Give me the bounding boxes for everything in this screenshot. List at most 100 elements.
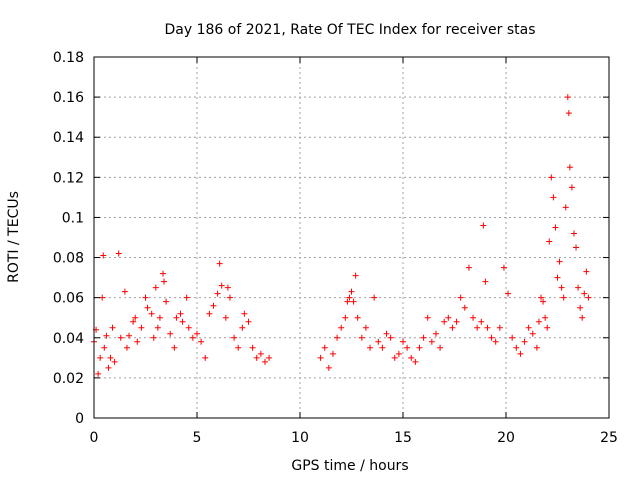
data-point xyxy=(95,370,102,377)
data-point xyxy=(474,324,481,331)
data-point xyxy=(134,338,141,345)
data-point xyxy=(214,290,221,297)
x-tick-label: 5 xyxy=(193,430,202,446)
data-point xyxy=(562,204,569,211)
data-point xyxy=(111,358,118,365)
data-point xyxy=(509,334,516,341)
data-point xyxy=(542,314,549,321)
data-point xyxy=(103,332,110,339)
data-point xyxy=(100,252,107,259)
data-point xyxy=(245,318,252,325)
data-point xyxy=(338,324,345,331)
data-point xyxy=(156,314,163,321)
data-point xyxy=(317,354,324,361)
data-point xyxy=(348,288,355,295)
data-point xyxy=(478,318,485,325)
x-tick-label: 0 xyxy=(90,430,99,446)
data-point xyxy=(387,334,394,341)
data-point xyxy=(420,334,427,341)
data-point xyxy=(533,344,540,351)
data-point xyxy=(350,298,357,305)
data-point xyxy=(375,338,382,345)
data-point xyxy=(565,110,572,117)
data-point xyxy=(167,330,174,337)
x-tick-label: 25 xyxy=(600,430,618,446)
data-point xyxy=(540,298,547,305)
data-point xyxy=(552,224,559,231)
y-tick-label: 0.12 xyxy=(53,170,84,186)
data-point xyxy=(138,324,145,331)
data-point xyxy=(105,364,112,371)
data-point xyxy=(513,344,520,351)
data-point xyxy=(505,290,512,297)
data-point xyxy=(570,230,577,237)
data-point xyxy=(115,250,122,257)
data-point xyxy=(171,344,178,351)
data-point xyxy=(521,338,528,345)
data-point xyxy=(465,264,472,271)
data-point xyxy=(546,238,553,245)
data-point xyxy=(148,310,155,317)
data-point xyxy=(432,330,439,337)
data-point xyxy=(239,324,246,331)
data-point xyxy=(241,310,248,317)
data-point xyxy=(97,354,104,361)
data-point xyxy=(566,164,573,171)
data-point xyxy=(577,304,584,311)
data-point xyxy=(334,334,341,341)
data-point xyxy=(391,354,398,361)
data-point xyxy=(235,344,242,351)
data-point xyxy=(179,318,186,325)
y-axis-label: ROTI / TECUs xyxy=(6,191,22,283)
data-point xyxy=(126,332,133,339)
x-tick-labels: 0 5 10 15 20 25 xyxy=(90,430,618,446)
data-point xyxy=(428,338,435,345)
data-point xyxy=(482,278,489,285)
data-point xyxy=(568,184,575,191)
data-point xyxy=(453,318,460,325)
data-point xyxy=(461,304,468,311)
data-point xyxy=(216,260,223,267)
data-point xyxy=(437,344,444,351)
data-point xyxy=(362,324,369,331)
y-tick-label: 0.02 xyxy=(53,371,84,387)
data-point xyxy=(579,314,586,321)
data-point xyxy=(163,298,170,305)
data-point xyxy=(206,310,213,317)
data-point xyxy=(412,358,419,365)
y-tick-label: 0.08 xyxy=(53,251,84,267)
data-point xyxy=(231,334,238,341)
data-point xyxy=(367,344,374,351)
data-point xyxy=(189,334,196,341)
data-point xyxy=(480,222,487,229)
data-point xyxy=(132,314,139,321)
data-point xyxy=(517,350,524,357)
data-point xyxy=(194,330,200,337)
data-point xyxy=(99,294,106,301)
data-point xyxy=(144,304,151,311)
data-point xyxy=(550,194,557,201)
data-point xyxy=(583,268,590,275)
data-point xyxy=(150,334,157,341)
data-point xyxy=(395,350,402,357)
data-point xyxy=(342,314,349,321)
data-point xyxy=(500,264,507,271)
data-point xyxy=(441,318,448,325)
data-point xyxy=(198,338,205,345)
data-point xyxy=(457,294,464,301)
data-point xyxy=(325,364,332,371)
data-point xyxy=(404,344,411,351)
y-tick-label: 0.18 xyxy=(53,50,84,66)
data-point xyxy=(538,294,545,301)
x-tick-label: 15 xyxy=(394,430,412,446)
data-point xyxy=(585,294,592,301)
y-tick-label: 0.16 xyxy=(53,90,84,106)
data-point xyxy=(152,284,159,291)
data-point xyxy=(408,354,415,361)
axis-ticks xyxy=(93,56,610,419)
data-point xyxy=(564,94,571,101)
data-point xyxy=(142,294,149,301)
data-point xyxy=(321,344,328,351)
data-point xyxy=(202,354,209,361)
